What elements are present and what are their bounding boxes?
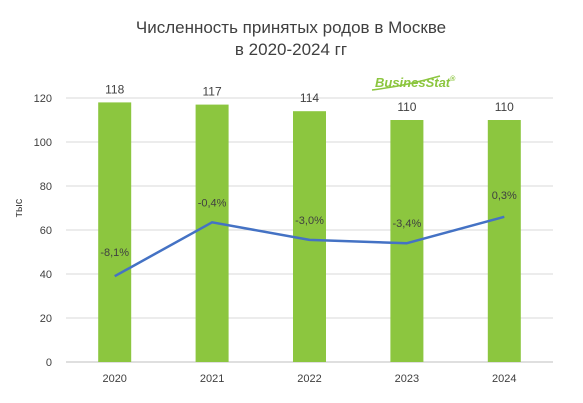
x-tick-2022: 2022 bbox=[297, 373, 321, 385]
bar-label-2023: 110 bbox=[397, 100, 416, 114]
bar-label-2022: 114 bbox=[300, 91, 319, 105]
bar-label-2024: 110 bbox=[495, 100, 514, 114]
bar-label-2021: 117 bbox=[203, 85, 222, 99]
growth-label-2023: -3,4% bbox=[393, 218, 422, 230]
y-tick-labels: 0 20 40 60 80 100 120 bbox=[34, 93, 52, 369]
bar-value-labels: 118 117 114 110 110 bbox=[105, 82, 514, 114]
y-axis-label: тыс bbox=[13, 198, 25, 217]
x-tick-labels: 2020 2021 2022 2023 2024 bbox=[102, 373, 516, 385]
bars bbox=[98, 102, 521, 363]
y-tick-20: 20 bbox=[40, 313, 52, 325]
growth-label-2020: -8,1% bbox=[100, 247, 129, 259]
bar-2021 bbox=[195, 104, 229, 362]
x-tick-2023: 2023 bbox=[395, 373, 419, 385]
growth-line bbox=[114, 215, 505, 278]
y-tick-0: 0 bbox=[46, 357, 52, 369]
bar-label-2020: 118 bbox=[105, 82, 124, 96]
x-tick-2024: 2024 bbox=[492, 373, 516, 385]
chart-title-line2: в 2020-2024 гг bbox=[235, 40, 347, 59]
businessstat-logo: BusinesStat® bbox=[371, 75, 456, 91]
growth-line-labels: -8,1% -0,4% -3,0% -3,4% 0,3% bbox=[100, 190, 517, 259]
chart-title-line1: Численность принятых родов в Москве bbox=[136, 18, 446, 37]
x-tick-2021: 2021 bbox=[200, 373, 224, 385]
growth-line-path bbox=[114, 215, 505, 278]
logo-swoosh bbox=[371, 75, 441, 91]
bar-2024 bbox=[487, 120, 521, 362]
growth-label-2021: -0,4% bbox=[198, 197, 227, 209]
growth-label-2022: -3,0% bbox=[295, 215, 324, 227]
y-tick-120: 120 bbox=[34, 93, 52, 105]
bar-2022 bbox=[293, 111, 326, 362]
growth-label-2024: 0,3% bbox=[492, 190, 517, 202]
y-tick-80: 80 bbox=[40, 181, 52, 193]
y-tick-100: 100 bbox=[34, 137, 52, 149]
logo-mark: ® bbox=[450, 75, 456, 83]
x-tick-2020: 2020 bbox=[102, 373, 126, 385]
y-tick-40: 40 bbox=[40, 269, 52, 281]
bar-2020 bbox=[98, 102, 132, 363]
logo-text-part1: Busines bbox=[375, 75, 426, 90]
y-tick-60: 60 bbox=[40, 225, 52, 237]
